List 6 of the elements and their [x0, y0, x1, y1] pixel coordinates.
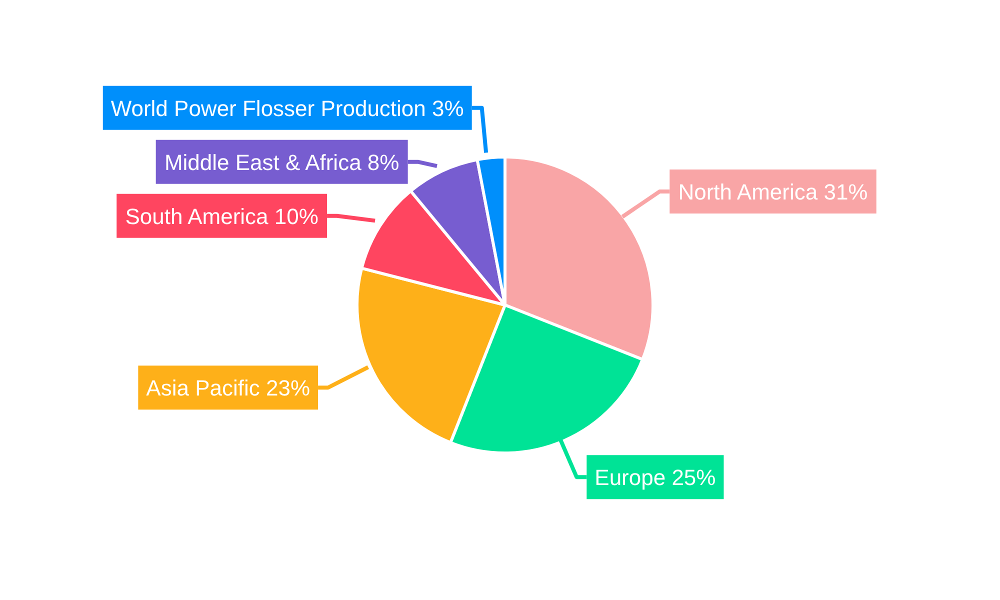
slice-label: North America 31% — [678, 180, 868, 205]
slice-label: Asia Pacific 23% — [146, 376, 310, 401]
slice-label: Middle East & Africa 8% — [164, 150, 400, 175]
slice-label: Europe 25% — [594, 465, 716, 490]
slice-label: South America 10% — [125, 204, 318, 229]
slice-label: World Power Flosser Production 3% — [110, 96, 464, 121]
